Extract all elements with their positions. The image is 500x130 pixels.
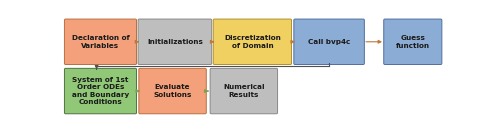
Text: Discretization
of Domain: Discretization of Domain — [224, 35, 281, 48]
FancyBboxPatch shape — [210, 68, 278, 114]
FancyBboxPatch shape — [64, 19, 136, 64]
Text: Guess
function: Guess function — [396, 35, 430, 48]
FancyBboxPatch shape — [139, 68, 206, 114]
FancyBboxPatch shape — [64, 68, 136, 114]
Text: Initializations: Initializations — [147, 39, 203, 45]
FancyBboxPatch shape — [213, 19, 292, 64]
FancyBboxPatch shape — [294, 19, 364, 64]
FancyBboxPatch shape — [384, 19, 442, 64]
Text: Numerical
Results: Numerical Results — [223, 84, 264, 98]
Text: Declaration of
Variables: Declaration of Variables — [72, 35, 130, 48]
FancyBboxPatch shape — [138, 19, 212, 64]
Text: Call bvp4c: Call bvp4c — [308, 39, 350, 45]
Text: Evaluate
Solutions: Evaluate Solutions — [154, 84, 192, 98]
Text: System of 1st
Order ODEs
and Boundary
Conditions: System of 1st Order ODEs and Boundary Co… — [72, 77, 129, 105]
